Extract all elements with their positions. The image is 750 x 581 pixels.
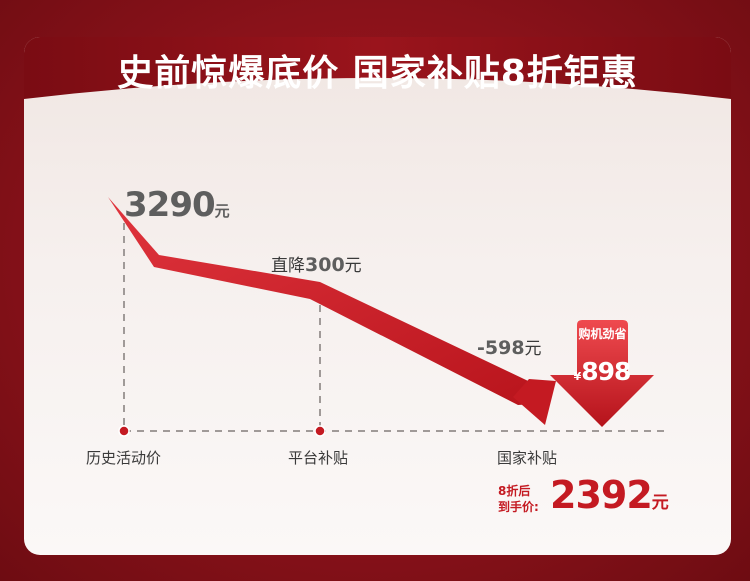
savings-badge-amount-row: ¥898 xyxy=(570,357,634,386)
savings-badge-label: 购机劲省 xyxy=(578,327,627,341)
price-card: 史前惊爆底价 国家补贴8折钜惠 xyxy=(24,37,731,555)
arrow-head xyxy=(513,379,556,425)
final-price-caption-line1: 8折后 xyxy=(498,484,531,498)
final-price-unit: 元 xyxy=(651,493,669,513)
savings-badge-currency: ¥ xyxy=(573,370,582,383)
page-title: 史前惊爆底价 国家补贴8折钜惠 xyxy=(117,53,638,94)
step1-prefix: 直降 xyxy=(271,256,305,276)
category-label-history: 历史活动价 xyxy=(86,449,162,467)
start-price-value: 3290 xyxy=(124,185,216,225)
start-price-unit: 元 xyxy=(214,202,230,220)
final-price: 2392元 xyxy=(550,473,669,517)
category-label-national: 国家补贴 xyxy=(497,449,558,467)
final-price-caption-line2: 到手价: xyxy=(498,500,539,514)
dot-history xyxy=(118,425,130,437)
savings-badge-amount: 898 xyxy=(581,357,631,386)
category-label-platform: 平台补贴 xyxy=(288,449,349,467)
savings-badge-arrow xyxy=(550,320,654,427)
price-chart xyxy=(108,197,664,437)
step2-label: -598元 xyxy=(477,334,542,359)
final-price-amount: 2392 xyxy=(550,473,653,517)
dot-platform xyxy=(314,425,326,437)
final-price-caption: 8折后 到手价: xyxy=(498,483,539,515)
step2-value: -598 xyxy=(477,337,525,359)
step1-label: 直降300元 xyxy=(271,251,362,276)
step1-unit: 元 xyxy=(344,256,362,276)
step2-unit: 元 xyxy=(524,339,542,359)
price-drop-arrow xyxy=(108,197,548,405)
start-price-label: 3290元 xyxy=(124,185,230,225)
step1-value: 300 xyxy=(305,254,345,276)
title-banner xyxy=(24,37,731,99)
